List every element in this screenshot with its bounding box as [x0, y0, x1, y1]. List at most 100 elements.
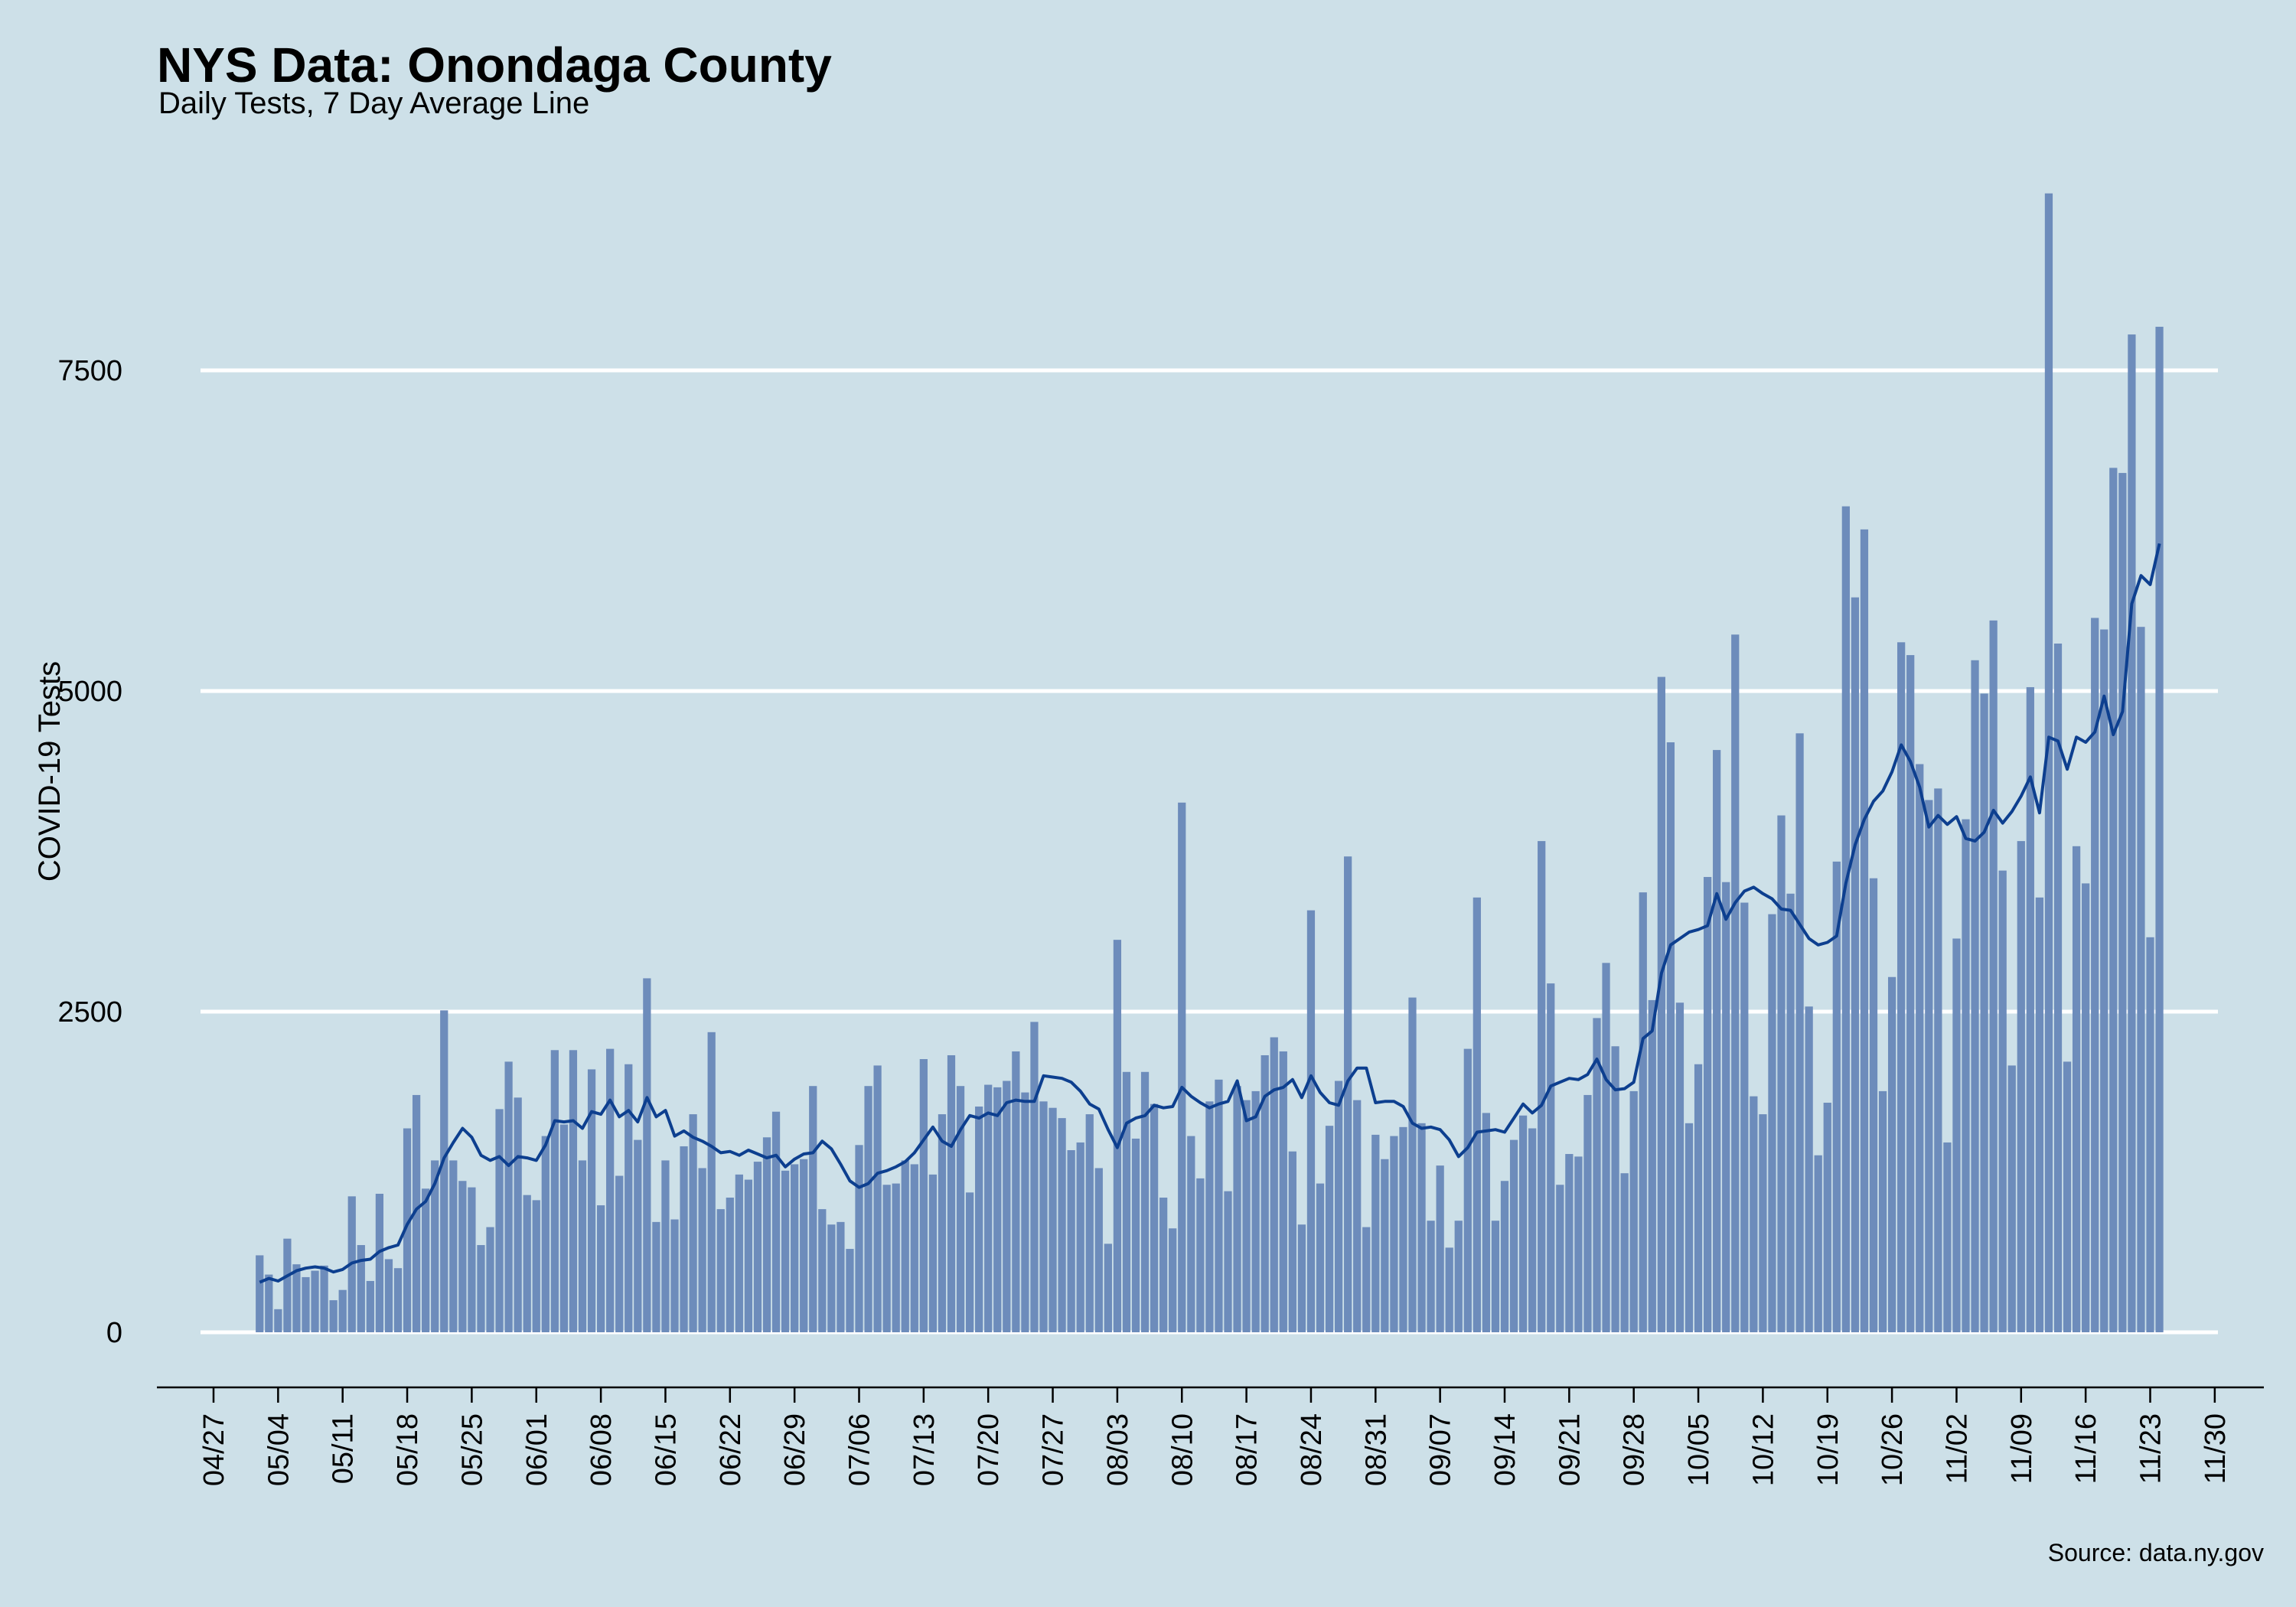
bar — [1215, 1079, 1223, 1332]
bar — [1887, 976, 1896, 1332]
bar — [1620, 1173, 1629, 1332]
bar — [873, 1065, 882, 1332]
bar — [1224, 1191, 1232, 1332]
bar — [1473, 897, 1481, 1332]
bar — [495, 1109, 504, 1332]
bar — [2091, 618, 2099, 1332]
bar — [458, 1181, 467, 1332]
bar — [1261, 1054, 1269, 1332]
bar — [800, 1159, 808, 1332]
bar — [1962, 819, 1970, 1332]
bar — [1841, 506, 1850, 1332]
bar — [1113, 940, 1122, 1332]
bar — [1518, 1115, 1528, 1332]
bar — [1777, 815, 1786, 1332]
bar — [1297, 1224, 1306, 1332]
bar — [550, 1050, 559, 1332]
bar — [1528, 1128, 1537, 1332]
bar — [468, 1187, 476, 1332]
bar — [726, 1198, 734, 1332]
bar — [596, 1205, 605, 1332]
bar — [541, 1136, 550, 1332]
bar — [1538, 841, 1546, 1332]
bar — [2082, 883, 2090, 1332]
bar — [514, 1097, 522, 1332]
bar — [1639, 892, 1647, 1332]
bar — [1316, 1183, 1325, 1332]
bar — [1878, 1090, 1887, 1332]
bar — [716, 1209, 725, 1332]
bar — [1684, 1123, 1694, 1332]
x-tick-label: 10/12 — [1747, 1413, 1779, 1486]
bar — [1832, 861, 1841, 1332]
bar — [1675, 1002, 1684, 1332]
bar — [882, 1185, 891, 1332]
bar — [947, 1054, 956, 1332]
chart-title: NYS Data: Onondaga County — [157, 37, 832, 93]
bar — [864, 1086, 872, 1332]
x-tick-label: 11/30 — [2200, 1413, 2232, 1484]
bar — [1657, 676, 1665, 1332]
average-line — [259, 543, 2161, 1284]
bar — [698, 1168, 706, 1332]
average-line-series — [259, 543, 2161, 1284]
bar — [1049, 1107, 1057, 1332]
bar — [1980, 693, 1988, 1332]
bar — [1869, 878, 1878, 1332]
bar — [1648, 999, 1656, 1332]
bar — [1556, 1185, 1564, 1332]
bar — [707, 1032, 716, 1332]
bar — [1279, 1051, 1287, 1332]
bar — [1611, 1046, 1619, 1332]
bar — [1085, 1114, 1094, 1332]
bar — [440, 1010, 448, 1332]
bar — [1344, 856, 1352, 1332]
bar — [1694, 1064, 1703, 1332]
bar — [975, 1107, 983, 1332]
bar — [2053, 643, 2063, 1332]
y-axis-label: COVID-19 Tests — [33, 661, 67, 882]
bar — [1713, 750, 1721, 1332]
bar — [292, 1264, 301, 1332]
chart-subtitle: Daily Tests, 7 Day Average Line — [158, 86, 589, 120]
source-caption: Source: data.ny.gov — [2048, 1539, 2264, 1566]
bar — [791, 1164, 799, 1332]
x-tick-label: 06/15 — [650, 1413, 682, 1486]
bar — [938, 1114, 947, 1332]
bar — [2035, 897, 2044, 1332]
bar — [1251, 1090, 1260, 1332]
x-tick-label: 05/11 — [328, 1413, 360, 1484]
bar — [753, 1162, 762, 1332]
bar — [1463, 1048, 1472, 1332]
bar — [1574, 1156, 1583, 1332]
x-tick-label: 11/16 — [2070, 1413, 2102, 1484]
x-tick-label: 06/22 — [715, 1413, 747, 1486]
bar — [1178, 802, 1186, 1332]
x-tick-label: 07/27 — [1038, 1413, 1070, 1486]
x-tick-label: 09/28 — [1619, 1413, 1651, 1486]
bar — [762, 1137, 771, 1332]
bar — [1196, 1178, 1205, 1332]
bar — [1334, 1081, 1343, 1332]
bar — [1408, 997, 1417, 1332]
bar — [1242, 1100, 1251, 1332]
bar — [1740, 902, 1749, 1332]
bar — [532, 1200, 540, 1332]
x-tick-label: 08/31 — [1360, 1413, 1392, 1486]
bar — [625, 1064, 633, 1332]
bar — [1325, 1126, 1334, 1332]
bar — [1012, 1051, 1020, 1332]
bar — [2128, 334, 2136, 1332]
bar — [569, 1050, 578, 1332]
bar — [1140, 1071, 1150, 1332]
bar — [1270, 1037, 1278, 1332]
bar — [1491, 1221, 1500, 1332]
bar — [2100, 629, 2108, 1332]
bar — [606, 1048, 615, 1332]
bar — [1417, 1123, 1426, 1332]
bar — [1768, 914, 1776, 1332]
x-tick-label: 05/04 — [263, 1413, 295, 1486]
bar — [1159, 1198, 1168, 1332]
bar — [965, 1192, 974, 1332]
